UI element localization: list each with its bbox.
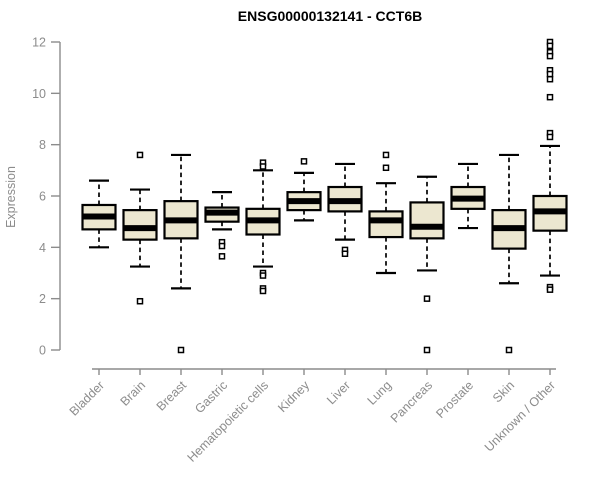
x-tick-label-hematopoietic-cells: Hematopoietic cells — [185, 378, 272, 465]
outlier-point — [382, 164, 390, 172]
x-tick-label-kidney: Kidney — [275, 378, 312, 415]
box-gastric — [204, 191, 240, 260]
box-prostate — [450, 162, 486, 230]
box-unknown-other — [532, 38, 568, 293]
box-bladder — [81, 179, 117, 249]
boxes-layer — [81, 38, 568, 354]
x-tick-label-brain: Brain — [118, 378, 149, 409]
x-tick-label-gastric: Gastric — [192, 378, 230, 416]
axes-layer: 0 2 4 6 8 10 12 Bladder Brain Breast GastricHemato… — [32, 36, 558, 465]
x-tick-label-breast: Breast — [154, 378, 190, 414]
outlier-point — [505, 346, 513, 354]
box-breast — [163, 153, 199, 354]
outlier-point — [423, 295, 431, 302]
x-tick-label-liver: Liver — [324, 378, 353, 407]
x-tick-label-lung: Lung — [365, 378, 395, 408]
y-tick-label: 12 — [32, 36, 46, 50]
outlier-point — [546, 133, 554, 141]
x-tick-label-prostate: Prostate — [433, 378, 476, 421]
box-pancreas — [409, 175, 445, 354]
y-tick-label: 6 — [39, 190, 46, 204]
outlier-point — [546, 42, 554, 50]
box-skin — [491, 153, 527, 354]
outlier-point — [259, 287, 267, 295]
outlier-point — [546, 52, 554, 60]
outlier-point — [218, 253, 226, 260]
y-tick-label: 2 — [39, 292, 46, 306]
outlier-point — [218, 242, 226, 250]
y-axis-title: Expression — [4, 166, 18, 228]
box-hematopoietic-cells — [245, 159, 281, 295]
iqr-box — [368, 210, 404, 239]
x-tick-label-pancreas: Pancreas — [388, 378, 435, 425]
outlier-point — [259, 163, 267, 170]
y-tick-label: 0 — [39, 344, 46, 358]
chart-title: ENSG00000132141 - CCT6B — [238, 8, 422, 24]
iqr-box — [409, 201, 445, 240]
outlier-point — [341, 250, 349, 257]
y-tick-label: 8 — [39, 138, 46, 152]
outlier-point — [546, 70, 554, 78]
outlier-point — [136, 151, 144, 159]
outlier-point — [546, 286, 554, 293]
outlier-point — [423, 346, 431, 354]
outlier-point — [177, 346, 185, 354]
x-tick-label-skin: Skin — [490, 378, 517, 405]
outlier-point — [382, 151, 390, 159]
x-tick-label-bladder: Bladder — [67, 378, 107, 418]
outlier-point — [300, 158, 308, 165]
box-kidney — [286, 158, 322, 222]
x-tick-label-unknown-other: Unknown / Other — [482, 378, 558, 454]
box-lung — [368, 151, 404, 275]
outlier-point — [546, 75, 554, 83]
outlier-point — [136, 297, 144, 305]
box-liver — [327, 162, 363, 257]
y-tick-label: 10 — [32, 87, 46, 101]
box-brain — [122, 151, 158, 305]
outlier-point — [259, 272, 267, 279]
outlier-point — [546, 93, 554, 101]
y-tick-label: 4 — [39, 241, 46, 255]
iqr-box — [122, 209, 158, 241]
